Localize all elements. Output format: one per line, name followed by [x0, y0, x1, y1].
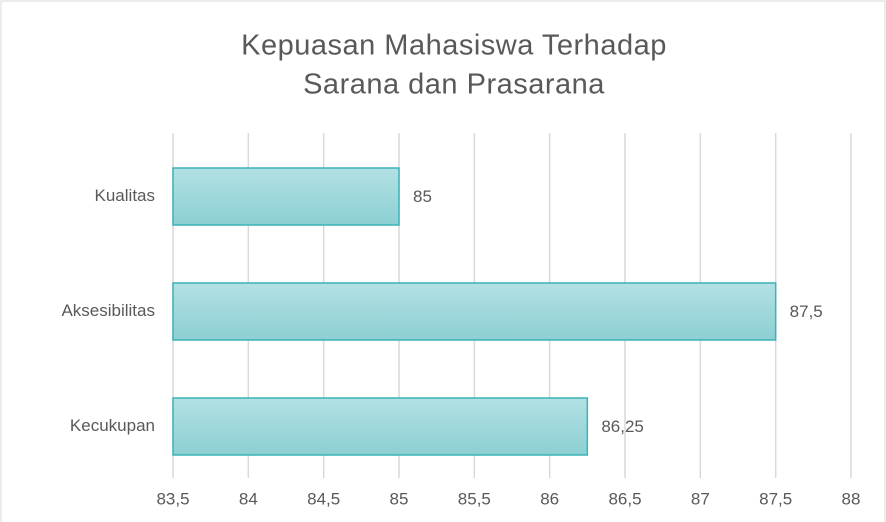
x-tick-label: 83,5: [156, 489, 189, 508]
bar: [172, 282, 777, 341]
y-tick-label: Kecukupan: [70, 416, 155, 435]
chart-title: Sarana dan Prasarana: [303, 69, 605, 101]
x-tick-label: 86,5: [608, 489, 641, 508]
y-tick-label: Aksesibilitas: [61, 301, 155, 320]
x-tick-label: 87: [691, 489, 710, 508]
x-tick-label: 84: [239, 489, 258, 508]
x-tick-label: 85,5: [458, 489, 491, 508]
x-tick-label: 87,5: [759, 489, 792, 508]
x-tick-label: 84,5: [307, 489, 340, 508]
data-label: 86,25: [601, 417, 644, 436]
x-tick-label: 86: [540, 489, 559, 508]
bar: [172, 397, 589, 456]
bar: [172, 167, 400, 226]
y-tick-label: Kualitas: [95, 186, 155, 205]
data-label: 87,5: [790, 302, 823, 321]
data-label: 85: [413, 187, 432, 206]
x-tick-label: 88: [842, 489, 861, 508]
chart-title: Kepuasan Mahasiswa Terhadap: [241, 30, 667, 62]
x-tick-label: 85: [390, 489, 409, 508]
